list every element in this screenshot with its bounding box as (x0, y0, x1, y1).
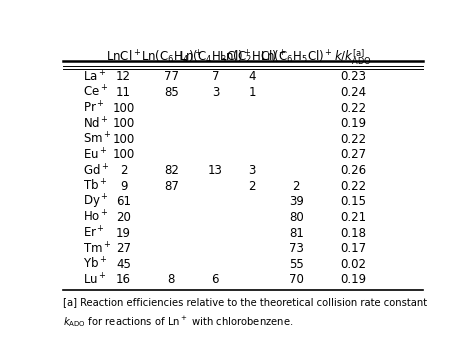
Text: 61: 61 (116, 195, 131, 208)
Text: 8: 8 (168, 273, 175, 286)
Text: Yb$^+$: Yb$^+$ (83, 257, 108, 272)
Text: [a] Reaction efficiencies relative to the theoretical collision rate constant: [a] Reaction efficiencies relative to th… (63, 297, 427, 307)
Text: 0.21: 0.21 (340, 211, 366, 224)
Text: 2: 2 (120, 164, 128, 177)
Text: 7: 7 (211, 70, 219, 83)
Text: Ln(C$_4$H$_3$Cl)$^+$: Ln(C$_4$H$_3$Cl)$^+$ (179, 48, 252, 65)
Text: Ln(C$_2$HCl)$^+$: Ln(C$_2$HCl)$^+$ (219, 48, 286, 65)
Text: 0.23: 0.23 (340, 70, 366, 83)
Text: 3: 3 (248, 164, 256, 177)
Text: 55: 55 (289, 258, 303, 271)
Text: 0.19: 0.19 (340, 273, 366, 286)
Text: 9: 9 (120, 180, 128, 193)
Text: 6: 6 (211, 273, 219, 286)
Text: 0.22: 0.22 (340, 102, 366, 114)
Text: 0.02: 0.02 (340, 258, 366, 271)
Text: 0.19: 0.19 (340, 117, 366, 130)
Text: 100: 100 (112, 133, 135, 146)
Text: Sm$^+$: Sm$^+$ (83, 132, 112, 147)
Text: 27: 27 (116, 242, 131, 255)
Text: Ln(C$_6$H$_5$Cl)$^+$: Ln(C$_6$H$_5$Cl)$^+$ (260, 48, 333, 65)
Text: 100: 100 (112, 102, 135, 114)
Text: 0.17: 0.17 (340, 242, 366, 255)
Text: Er$^+$: Er$^+$ (83, 225, 105, 241)
Text: Ce$^+$: Ce$^+$ (83, 85, 108, 100)
Text: $k/k_{\mathrm{ADO}}^{\mathrm{[a]}}$: $k/k_{\mathrm{ADO}}^{\mathrm{[a]}}$ (334, 47, 372, 66)
Text: 0.22: 0.22 (340, 133, 366, 146)
Text: 2: 2 (292, 180, 300, 193)
Text: 81: 81 (289, 226, 304, 240)
Text: 12: 12 (116, 70, 131, 83)
Text: La$^+$: La$^+$ (83, 69, 107, 84)
Text: 13: 13 (208, 164, 223, 177)
Text: 2: 2 (248, 180, 256, 193)
Text: 0.24: 0.24 (340, 86, 366, 99)
Text: $k_{\mathrm{ADO}}$ for reactions of Ln$^+$ with chlorobenzene.: $k_{\mathrm{ADO}}$ for reactions of Ln$^… (63, 314, 293, 329)
Text: 0.26: 0.26 (340, 164, 366, 177)
Text: Nd$^+$: Nd$^+$ (83, 116, 109, 131)
Text: 3: 3 (212, 86, 219, 99)
Text: Ln(C$_6$H$_4$)$^+$: Ln(C$_6$H$_4$)$^+$ (141, 48, 202, 65)
Text: 85: 85 (164, 86, 179, 99)
Text: 19: 19 (116, 226, 131, 240)
Text: Pr$^+$: Pr$^+$ (83, 100, 105, 116)
Text: LnCl$^+$: LnCl$^+$ (106, 49, 141, 64)
Text: 0.27: 0.27 (340, 148, 366, 161)
Text: Dy$^+$: Dy$^+$ (83, 193, 109, 211)
Text: 1: 1 (248, 86, 256, 99)
Text: 20: 20 (116, 211, 131, 224)
Text: 4: 4 (248, 70, 256, 83)
Text: 39: 39 (289, 195, 304, 208)
Text: 0.22: 0.22 (340, 180, 366, 193)
Text: Ho$^+$: Ho$^+$ (83, 210, 109, 225)
Text: 80: 80 (289, 211, 303, 224)
Text: Gd$^+$: Gd$^+$ (83, 163, 109, 178)
Text: Lu$^+$: Lu$^+$ (83, 272, 107, 288)
Text: 100: 100 (112, 117, 135, 130)
Text: 0.15: 0.15 (340, 195, 366, 208)
Text: 0.18: 0.18 (340, 226, 366, 240)
Text: 77: 77 (164, 70, 179, 83)
Text: 100: 100 (112, 148, 135, 161)
Text: 16: 16 (116, 273, 131, 286)
Text: 73: 73 (289, 242, 304, 255)
Text: 70: 70 (289, 273, 304, 286)
Text: Tm$^+$: Tm$^+$ (83, 241, 111, 256)
Text: 82: 82 (164, 164, 179, 177)
Text: 11: 11 (116, 86, 131, 99)
Text: Eu$^+$: Eu$^+$ (83, 147, 108, 162)
Text: Tb$^+$: Tb$^+$ (83, 178, 108, 194)
Text: 87: 87 (164, 180, 179, 193)
Text: 45: 45 (116, 258, 131, 271)
